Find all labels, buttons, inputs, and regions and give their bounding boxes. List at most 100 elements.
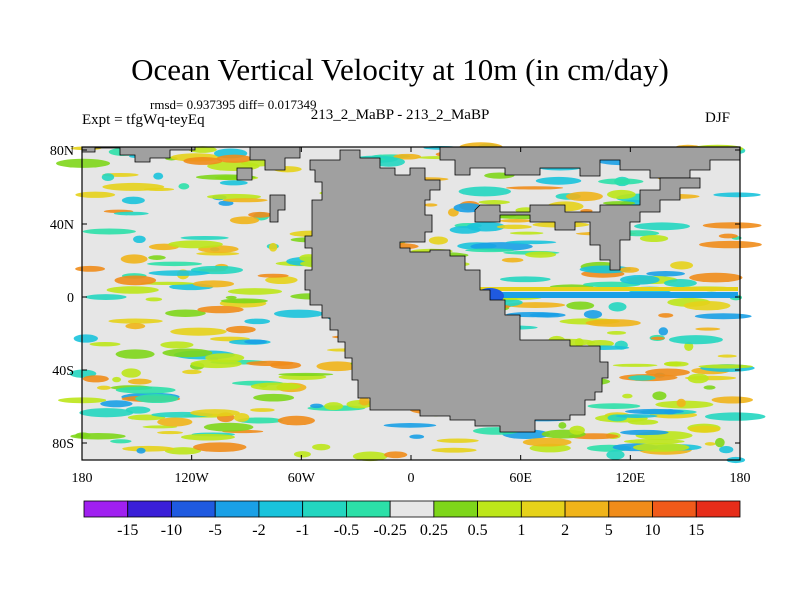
colorbar-swatch <box>171 500 216 518</box>
velocity-patch <box>632 443 690 452</box>
velocity-patch <box>85 294 127 300</box>
velocity-patch <box>183 157 223 165</box>
velocity-patch <box>465 248 515 253</box>
velocity-patch <box>565 191 603 202</box>
land-region <box>236 167 253 181</box>
velocity-patch <box>180 235 229 240</box>
colorbar-label: 2 <box>561 522 569 539</box>
velocity-patch <box>178 183 190 190</box>
velocity-patch <box>359 396 370 406</box>
velocity-patch <box>218 200 234 206</box>
velocity-patch <box>658 313 674 318</box>
land-region <box>439 146 741 179</box>
velocity-patch <box>225 295 237 300</box>
velocity-patch <box>663 279 697 288</box>
velocity-patch <box>162 348 213 358</box>
velocity-patch <box>719 445 734 454</box>
velocity-patch <box>274 309 324 318</box>
velocity-patch <box>694 313 752 320</box>
colorbar-swatch <box>258 500 304 518</box>
colorbar-label: 15 <box>688 522 704 539</box>
velocity-patch <box>585 319 641 327</box>
velocity-patch <box>79 408 134 418</box>
lon-tick-label: 180 <box>72 471 93 486</box>
colorbar-label: -1 <box>296 522 309 539</box>
velocity-patch <box>436 438 479 443</box>
lat-tick-label: 80S <box>52 437 74 452</box>
velocity-patch <box>699 240 762 249</box>
map-plot-area <box>56 142 766 464</box>
lat-tick-label: 40S <box>52 364 74 379</box>
velocity-patch <box>114 275 157 286</box>
velocity-patch <box>100 400 133 408</box>
velocity-patch <box>688 425 721 433</box>
lon-tick-label: 180 <box>730 471 751 486</box>
velocity-patch <box>160 341 194 349</box>
velocity-patch <box>505 240 557 245</box>
velocity-patch <box>496 224 532 230</box>
velocity-patch <box>598 178 644 185</box>
velocity-patch <box>509 231 544 235</box>
velocity-patch <box>192 280 235 288</box>
velocity-patch <box>715 437 725 448</box>
land-region <box>304 149 609 433</box>
velocity-patch <box>627 419 659 425</box>
velocity-patch <box>244 318 271 325</box>
velocity-patch <box>115 349 155 359</box>
colorbar-label: -0.25 <box>373 522 406 539</box>
velocity-patch <box>277 415 315 426</box>
velocity-patch <box>431 447 477 453</box>
velocity-patch <box>203 422 254 432</box>
lon-tick-label: 120W <box>175 471 210 486</box>
velocity-patch <box>112 376 122 383</box>
velocity-patch <box>583 309 603 319</box>
velocity-patch <box>244 339 267 345</box>
velocity-patch <box>646 270 686 277</box>
velocity-patch <box>190 359 242 369</box>
velocity-patch <box>393 153 422 160</box>
velocity-patch <box>180 433 235 441</box>
velocity-patch <box>569 425 585 435</box>
velocity-patch <box>622 393 633 399</box>
longitude-axis: 180 120W 60W 0 60E 120E 180 <box>72 147 751 486</box>
velocity-patch <box>652 391 667 401</box>
velocity-patch <box>121 368 141 378</box>
velocity-patch <box>222 198 268 203</box>
velocity-patch <box>127 378 152 385</box>
velocity-patch <box>229 216 260 225</box>
velocity-patch <box>695 327 721 331</box>
velocity-patch <box>122 445 175 452</box>
colorbar-label: 0.25 <box>420 522 448 539</box>
velocity-patch <box>133 235 146 244</box>
velocity-patch <box>165 309 206 317</box>
velocity-patch <box>522 437 572 447</box>
velocity-patch <box>558 422 567 429</box>
velocity-patch <box>227 288 283 295</box>
lat-tick-label: 80N <box>50 144 74 159</box>
velocity-patch <box>704 412 766 421</box>
velocity-patch <box>248 211 272 218</box>
colorbar-swatch <box>477 500 522 518</box>
velocity-patch <box>70 433 126 440</box>
velocity-patch <box>535 176 582 185</box>
velocity-patch <box>140 281 195 285</box>
velocity-patch <box>669 335 723 345</box>
map-title: Ocean Vertical Velocity at 10m (in cm/da… <box>131 52 669 87</box>
velocity-patch <box>525 251 557 258</box>
colorbar-label: -2 <box>252 522 265 539</box>
velocity-patch <box>711 396 753 404</box>
velocity-patch <box>75 191 116 198</box>
velocity-patch <box>689 272 743 283</box>
velocity-patch <box>623 438 685 444</box>
velocity-patch <box>153 172 164 180</box>
colorbar-label: 10 <box>645 522 661 539</box>
velocity-patch <box>506 186 564 190</box>
velocity-patch <box>663 361 689 367</box>
lon-tick-label: 0 <box>408 471 415 486</box>
colorbar-swatch <box>695 500 741 518</box>
velocity-patch <box>73 334 98 343</box>
velocity-patch <box>316 361 359 372</box>
velocity-patch <box>713 192 761 198</box>
velocity-patch <box>106 286 159 294</box>
